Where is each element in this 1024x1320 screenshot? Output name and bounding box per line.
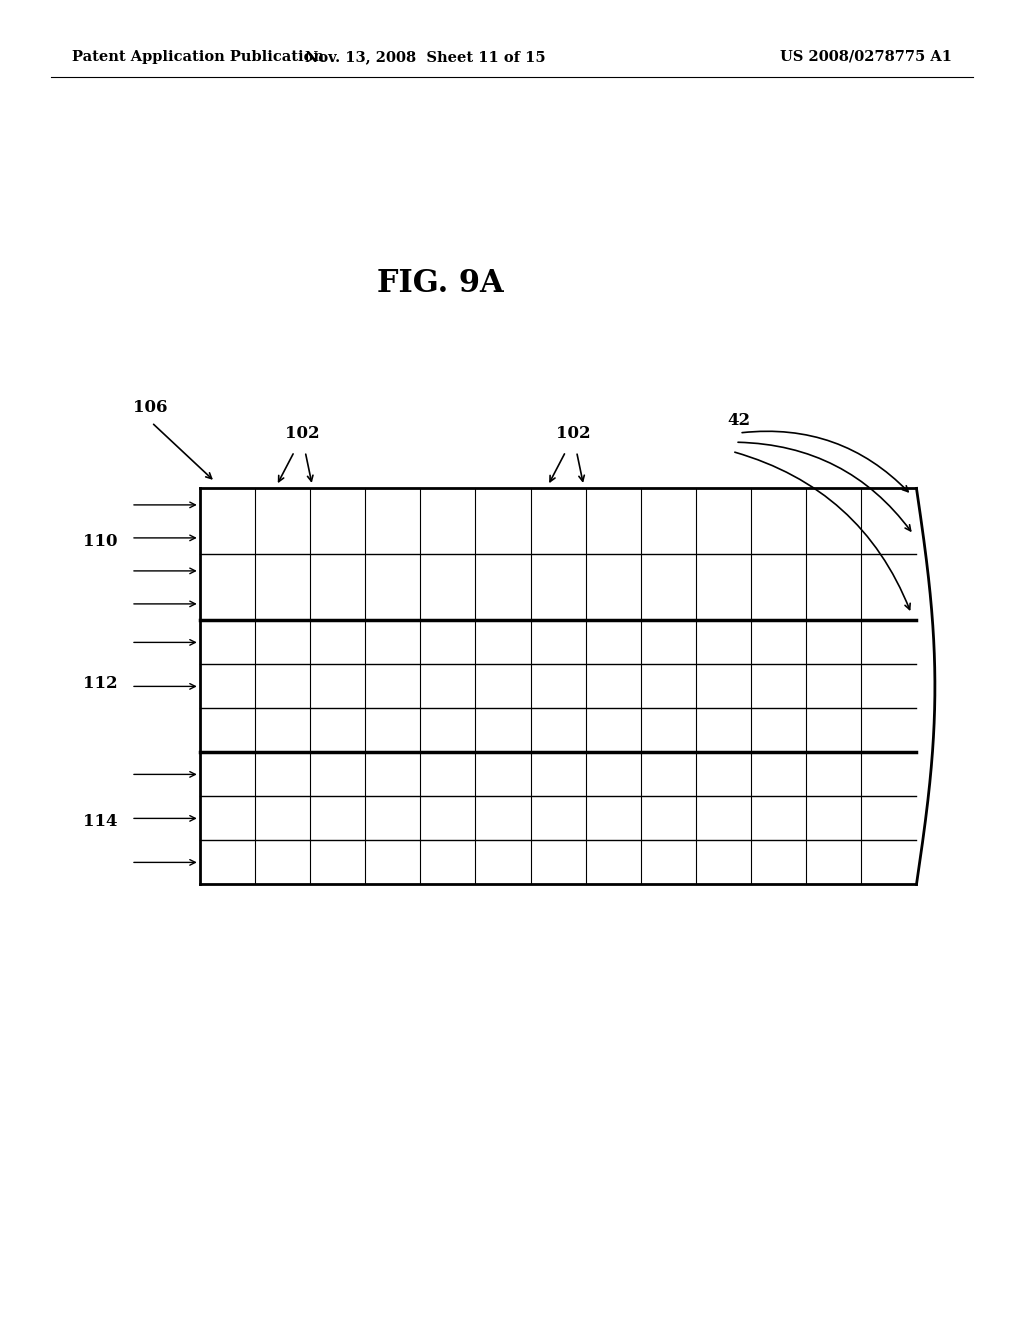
Text: Patent Application Publication: Patent Application Publication xyxy=(72,50,324,63)
Polygon shape xyxy=(200,752,933,884)
Text: 102: 102 xyxy=(556,425,591,442)
Text: Nov. 13, 2008  Sheet 11 of 15: Nov. 13, 2008 Sheet 11 of 15 xyxy=(305,50,545,63)
Text: 114: 114 xyxy=(83,813,118,829)
Text: FIG. 9A: FIG. 9A xyxy=(377,268,504,300)
Polygon shape xyxy=(200,620,935,752)
Text: 110: 110 xyxy=(83,533,118,549)
Text: 102: 102 xyxy=(285,425,319,442)
Text: 106: 106 xyxy=(133,399,168,416)
Polygon shape xyxy=(200,488,933,620)
Text: 112: 112 xyxy=(83,676,118,692)
Text: US 2008/0278775 A1: US 2008/0278775 A1 xyxy=(780,50,952,63)
Text: 42: 42 xyxy=(727,412,751,429)
